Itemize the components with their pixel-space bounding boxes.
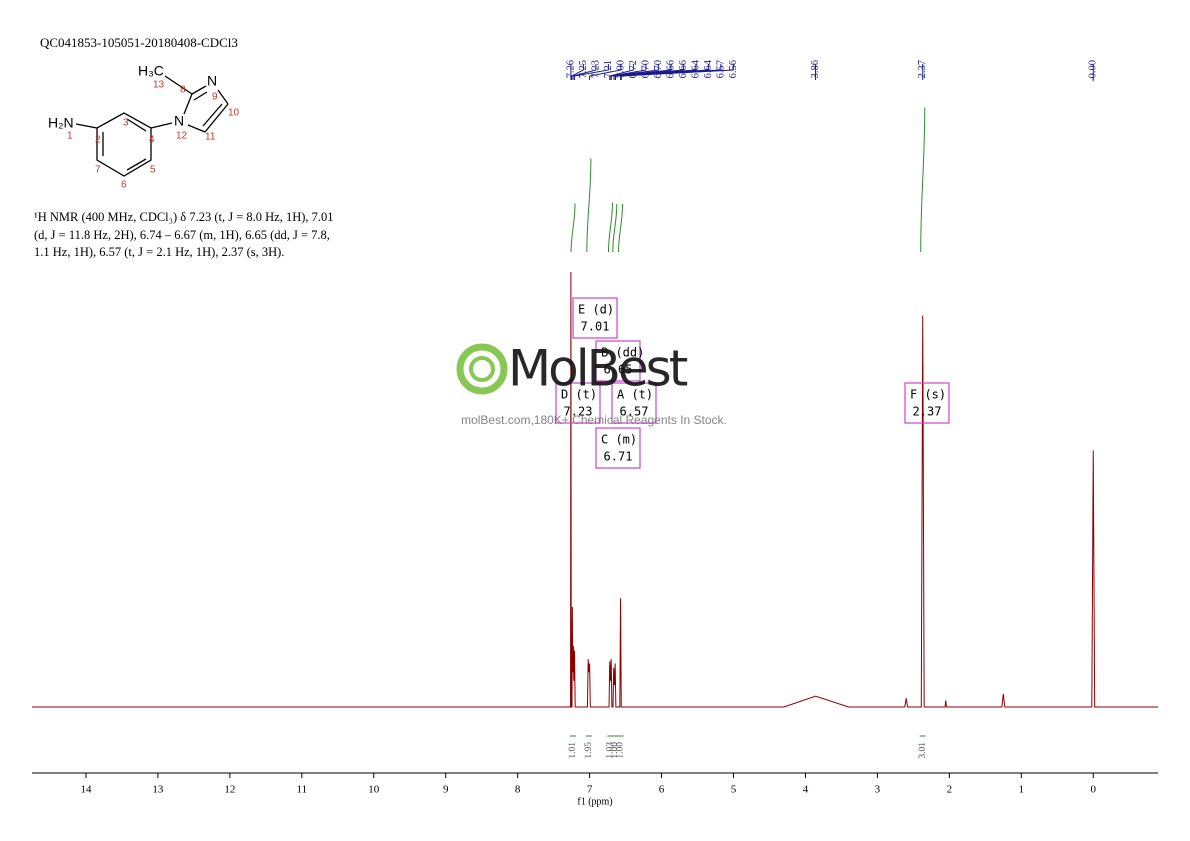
- atom-number: 5: [150, 165, 156, 176]
- peak-connector: [571, 64, 584, 80]
- multiplet-name: C (m): [601, 433, 637, 447]
- sample-title: QC041853-105051-20180408-CDCl3: [40, 35, 238, 50]
- bond: [126, 158, 147, 171]
- logo-ring: [456, 343, 508, 395]
- multiplet-box: [595, 427, 641, 469]
- multiplet-shift: 6.71: [604, 450, 633, 464]
- peak-connector: [610, 64, 659, 80]
- atom: N: [207, 73, 217, 89]
- integral-curve: [920, 107, 926, 253]
- integral-label: 1.00: [610, 742, 620, 759]
- description-line: ¹H NMR (400 MHz, CDCl₃) δ 7.23 (t, J = 8…: [34, 210, 334, 224]
- atom-number: 1: [67, 131, 73, 142]
- integral-label: 1.03: [606, 742, 616, 759]
- multiplet-name: A (t): [617, 388, 653, 402]
- peak-connector: [572, 64, 597, 80]
- bond: [75, 123, 98, 129]
- logo-core: [469, 356, 495, 382]
- multiplet-box: [595, 340, 641, 382]
- x-tick-label: 7: [587, 784, 593, 796]
- atom-number: 10: [228, 108, 240, 119]
- bond: [187, 124, 206, 133]
- multiplet-name: B (dd): [601, 346, 644, 360]
- integral-curve: [612, 203, 618, 253]
- x-tick-label: 9: [443, 784, 449, 796]
- atom-number: 9: [212, 92, 218, 103]
- multiplet-box: [555, 382, 601, 424]
- bond: [193, 91, 208, 101]
- description-line: (d, J = 11.8 Hz, 2H), 6.74 – 6.67 (m, 1H…: [34, 228, 330, 242]
- atom-number: 7: [95, 165, 101, 176]
- multiplet-shift: 6.57: [620, 405, 649, 419]
- molecule: [75, 75, 229, 177]
- bond: [150, 122, 173, 129]
- multiplet-name: D (t): [561, 388, 597, 402]
- multiplet-shift: 7.23: [564, 405, 593, 419]
- x-tick-label: 10: [368, 784, 380, 796]
- multiplet-name: E (d): [578, 303, 614, 317]
- x-tick-label: 5: [731, 784, 737, 796]
- x-tick-label: 13: [152, 784, 164, 796]
- integral-label: 1.95: [584, 742, 594, 759]
- watermark-tagline: molBest.com,180K+ Chemical Reagents In S…: [461, 413, 727, 427]
- x-tick-label: 3: [875, 784, 881, 796]
- atom: H₃C: [138, 63, 164, 79]
- peak-connector: [589, 64, 622, 80]
- integral-curve: [570, 203, 576, 253]
- integral-curve: [607, 202, 613, 253]
- atom-number: 12: [176, 131, 188, 142]
- x-tick-label: 14: [80, 784, 92, 796]
- spectrum: [32, 271, 1158, 708]
- x-tick-label: 1: [1019, 784, 1025, 796]
- multiplet-name: F (s): [910, 388, 946, 402]
- peak-connector: [609, 64, 634, 80]
- multiplet-shift: 7.01: [581, 320, 610, 334]
- integral-label: 1.00: [616, 742, 626, 759]
- bond: [183, 93, 193, 115]
- x-tick-label: 8: [515, 784, 521, 796]
- x-axis-label: f1 (ppm): [577, 796, 612, 807]
- multiplet-shift: 2.37: [913, 405, 942, 419]
- integral-label: 3.01: [918, 742, 928, 759]
- peak-connector: [620, 64, 734, 80]
- watermark-logo: MolBest: [508, 340, 688, 398]
- peak-connector: [613, 64, 684, 80]
- atom-number: 6: [121, 180, 127, 191]
- watermark: MolBest molBest.com,180K+ Chemical Reage…: [456, 340, 727, 427]
- multiplet-box: [904, 382, 950, 424]
- atom-number: 4: [149, 135, 155, 146]
- integral-curve: [618, 203, 624, 253]
- x-tick-label: 4: [803, 784, 809, 796]
- x-tick-label: 12: [224, 784, 235, 796]
- integral-label: 1.01: [568, 742, 578, 759]
- bond: [126, 118, 147, 132]
- bond: [217, 89, 229, 105]
- integral-curve: [586, 158, 592, 253]
- plot: 14 13 12 11 10 9 8 7 6 5 4 3 2 1 0f1 (ppm)7.26 7.25 7.23…: [32, 59, 1158, 807]
- x-tick-label: 2: [947, 784, 953, 796]
- atom-number: 3: [123, 118, 129, 129]
- x-tick-label: 0: [1090, 784, 1096, 796]
- multiplet-shift: 6.65: [604, 363, 633, 377]
- peak-connector: [615, 64, 709, 80]
- atom-number: 13: [153, 80, 165, 91]
- x-tick-label: 6: [659, 784, 665, 796]
- atom: N: [174, 113, 184, 129]
- bond: [191, 85, 207, 95]
- x-tick-label: 11: [297, 784, 308, 796]
- multiplet-box: [572, 297, 618, 339]
- peak-connector: [573, 64, 609, 80]
- atom-number: 8: [180, 85, 186, 96]
- benzene-ring: [96, 112, 152, 177]
- bond: [164, 75, 193, 95]
- description-line: 1.1 Hz, 1H), 6.57 (t, J = 2.1 Hz, 1H), 2…: [34, 245, 284, 259]
- atom: H₂N: [48, 115, 74, 131]
- atom-number: 11: [205, 132, 216, 143]
- atom-number: 2: [95, 135, 101, 146]
- bond: [202, 103, 223, 127]
- multiplet-box: [611, 382, 657, 424]
- bond: [204, 103, 229, 133]
